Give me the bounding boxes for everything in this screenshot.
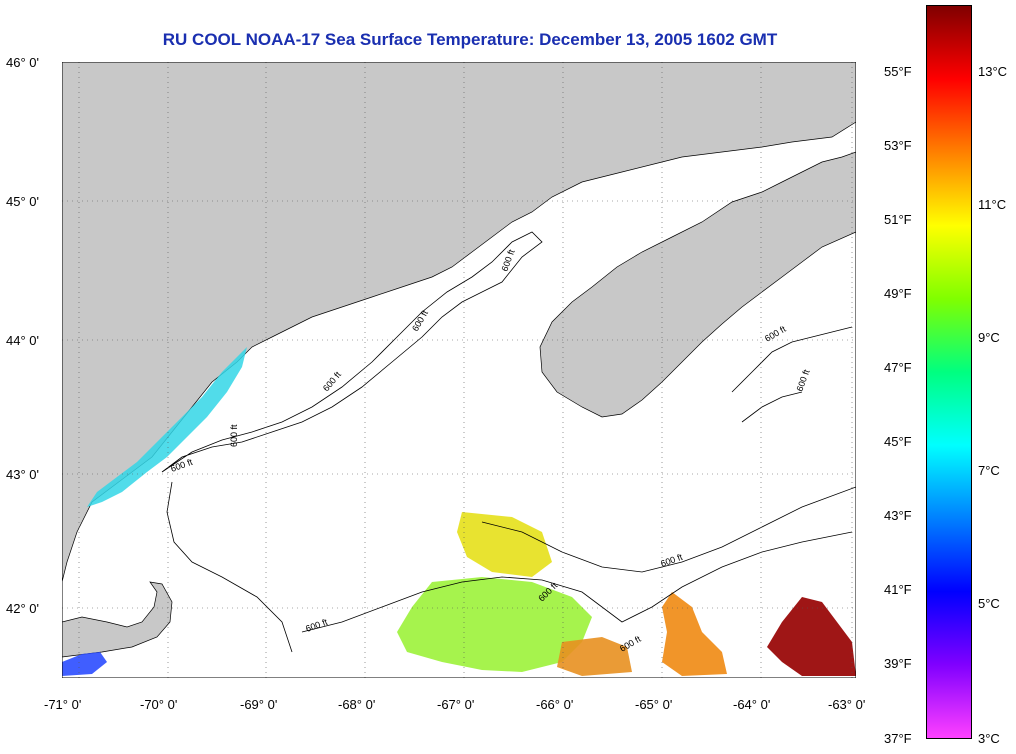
lat-label: 45° 0' xyxy=(6,194,39,209)
land-nova-scotia xyxy=(539,151,856,418)
map-title: RU COOL NOAA-17 Sea Surface Temperature:… xyxy=(162,30,778,49)
lon-label: -65° 0' xyxy=(635,697,673,712)
contour-600ft-5 xyxy=(731,326,853,423)
celsius-label: 5°C xyxy=(978,596,1000,611)
lon-label: -67° 0' xyxy=(437,697,475,712)
fahrenheit-label: 55°F xyxy=(884,64,912,79)
sst-patch-darkred xyxy=(767,597,856,676)
lat-label: 43° 0' xyxy=(6,467,39,482)
temperature-colorbar xyxy=(926,5,972,739)
lon-label: -71° 0' xyxy=(44,697,82,712)
fahrenheit-label: 39°F xyxy=(884,656,912,671)
lat-label: 42° 0' xyxy=(6,601,39,616)
sst-patch-orange-2 xyxy=(557,637,632,676)
lon-label: -66° 0' xyxy=(536,697,574,712)
fahrenheit-label: 47°F xyxy=(884,360,912,375)
fahrenheit-label: 37°F xyxy=(884,731,912,746)
sst-map: 600 ft 600 ft 600 ft 600 ft 600 ft 600 f… xyxy=(62,62,856,678)
sst-patch-orange xyxy=(662,592,727,676)
fahrenheit-label: 45°F xyxy=(884,434,912,449)
celsius-label: 7°C xyxy=(978,463,1000,478)
contour-label: 600 ft xyxy=(229,424,239,447)
sst-patch-green xyxy=(397,577,592,672)
fahrenheit-label: 43°F xyxy=(884,508,912,523)
lon-label: -64° 0' xyxy=(733,697,771,712)
contour-600ft-1 xyxy=(161,231,543,473)
land-cape-cod xyxy=(62,581,173,658)
fahrenheit-label: 51°F xyxy=(884,212,912,227)
celsius-label: 3°C xyxy=(978,731,1000,746)
fahrenheit-label: 53°F xyxy=(884,138,912,153)
sst-coastal-cyan xyxy=(87,347,247,507)
sst-patch-yellow xyxy=(457,512,552,577)
lon-label: -63° 0' xyxy=(828,697,866,712)
lat-label: 44° 0' xyxy=(6,333,39,348)
celsius-label: 13°C xyxy=(978,64,1008,79)
contour-600ft-3 xyxy=(301,531,853,633)
lon-label: -68° 0' xyxy=(338,697,376,712)
celsius-label: 11°C xyxy=(978,197,1007,212)
fahrenheit-label: 49°F xyxy=(884,286,912,301)
celsius-label: 9°C xyxy=(978,330,1000,345)
fahrenheit-label: 41°F xyxy=(884,582,912,597)
sst-patch-blue xyxy=(62,652,107,676)
lon-label: -70° 0' xyxy=(140,697,178,712)
lon-label: -69° 0' xyxy=(240,697,278,712)
lat-label: 46° 0' xyxy=(6,55,39,70)
